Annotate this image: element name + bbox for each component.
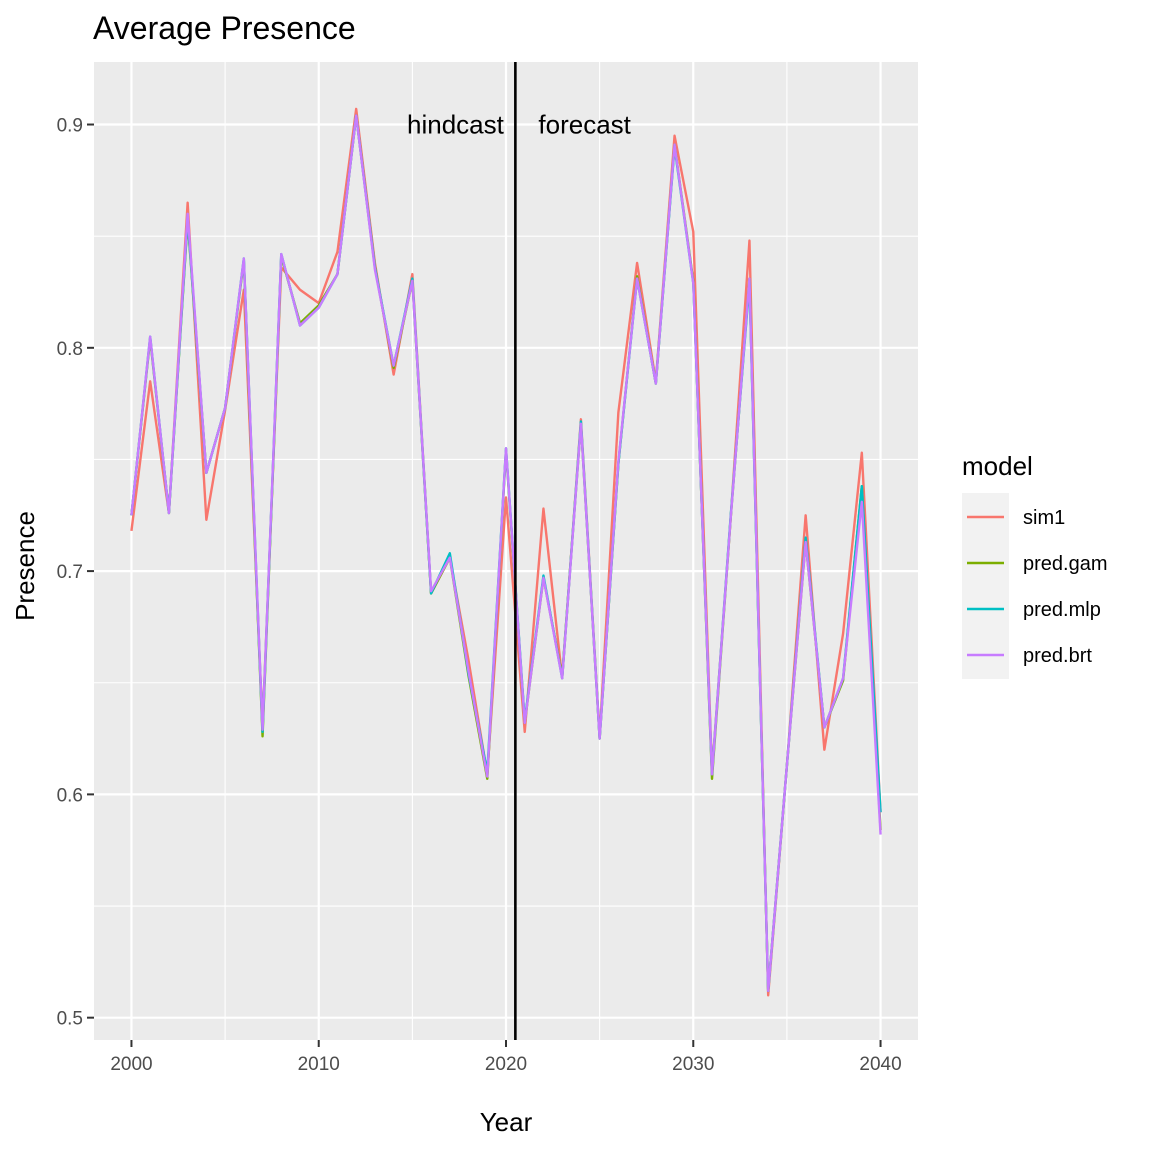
- major-gridlines: [94, 62, 918, 1040]
- legend-label-sim1: sim1: [1023, 507, 1065, 529]
- x-tick-label: 2010: [298, 1054, 340, 1075]
- series-line-pred-brt: [130, 114, 882, 993]
- x-axis: 2000 2010 2020 2030 2040: [110, 1040, 902, 1075]
- y-axis: 0.5 0.6 0.7 0.8 0.9: [57, 116, 94, 1030]
- x-tick-label: 2040: [859, 1054, 901, 1075]
- x-tick-label: 2030: [672, 1054, 714, 1075]
- legend-label-pred-brt: pred.brt: [1023, 645, 1092, 667]
- legend-title: model: [962, 451, 1033, 481]
- y-tick-label: 0.5: [57, 1009, 83, 1030]
- legend-label-pred-mlp: pred.mlp: [1023, 599, 1101, 621]
- annotation-forecast: forecast: [538, 110, 631, 140]
- y-axis-title: Presence: [10, 511, 40, 621]
- x-axis-title: Year: [480, 1107, 533, 1137]
- chart-title: Average Presence: [93, 10, 356, 46]
- legend-label-pred-gam: pred.gam: [1023, 553, 1108, 575]
- legend-key-background: [962, 493, 1009, 679]
- y-tick-label: 0.7: [57, 562, 83, 583]
- series-lines: [130, 107, 882, 997]
- y-tick-label: 0.8: [57, 339, 83, 360]
- y-tick-label: 0.6: [57, 785, 83, 806]
- annotation-hindcast: hindcast: [407, 110, 505, 140]
- legend: model sim1 pred.gam pred.mlp pred.brt: [962, 451, 1108, 679]
- x-tick-label: 2020: [485, 1054, 527, 1075]
- x-tick-label: 2000: [110, 1054, 152, 1075]
- y-tick-label: 0.9: [57, 116, 83, 137]
